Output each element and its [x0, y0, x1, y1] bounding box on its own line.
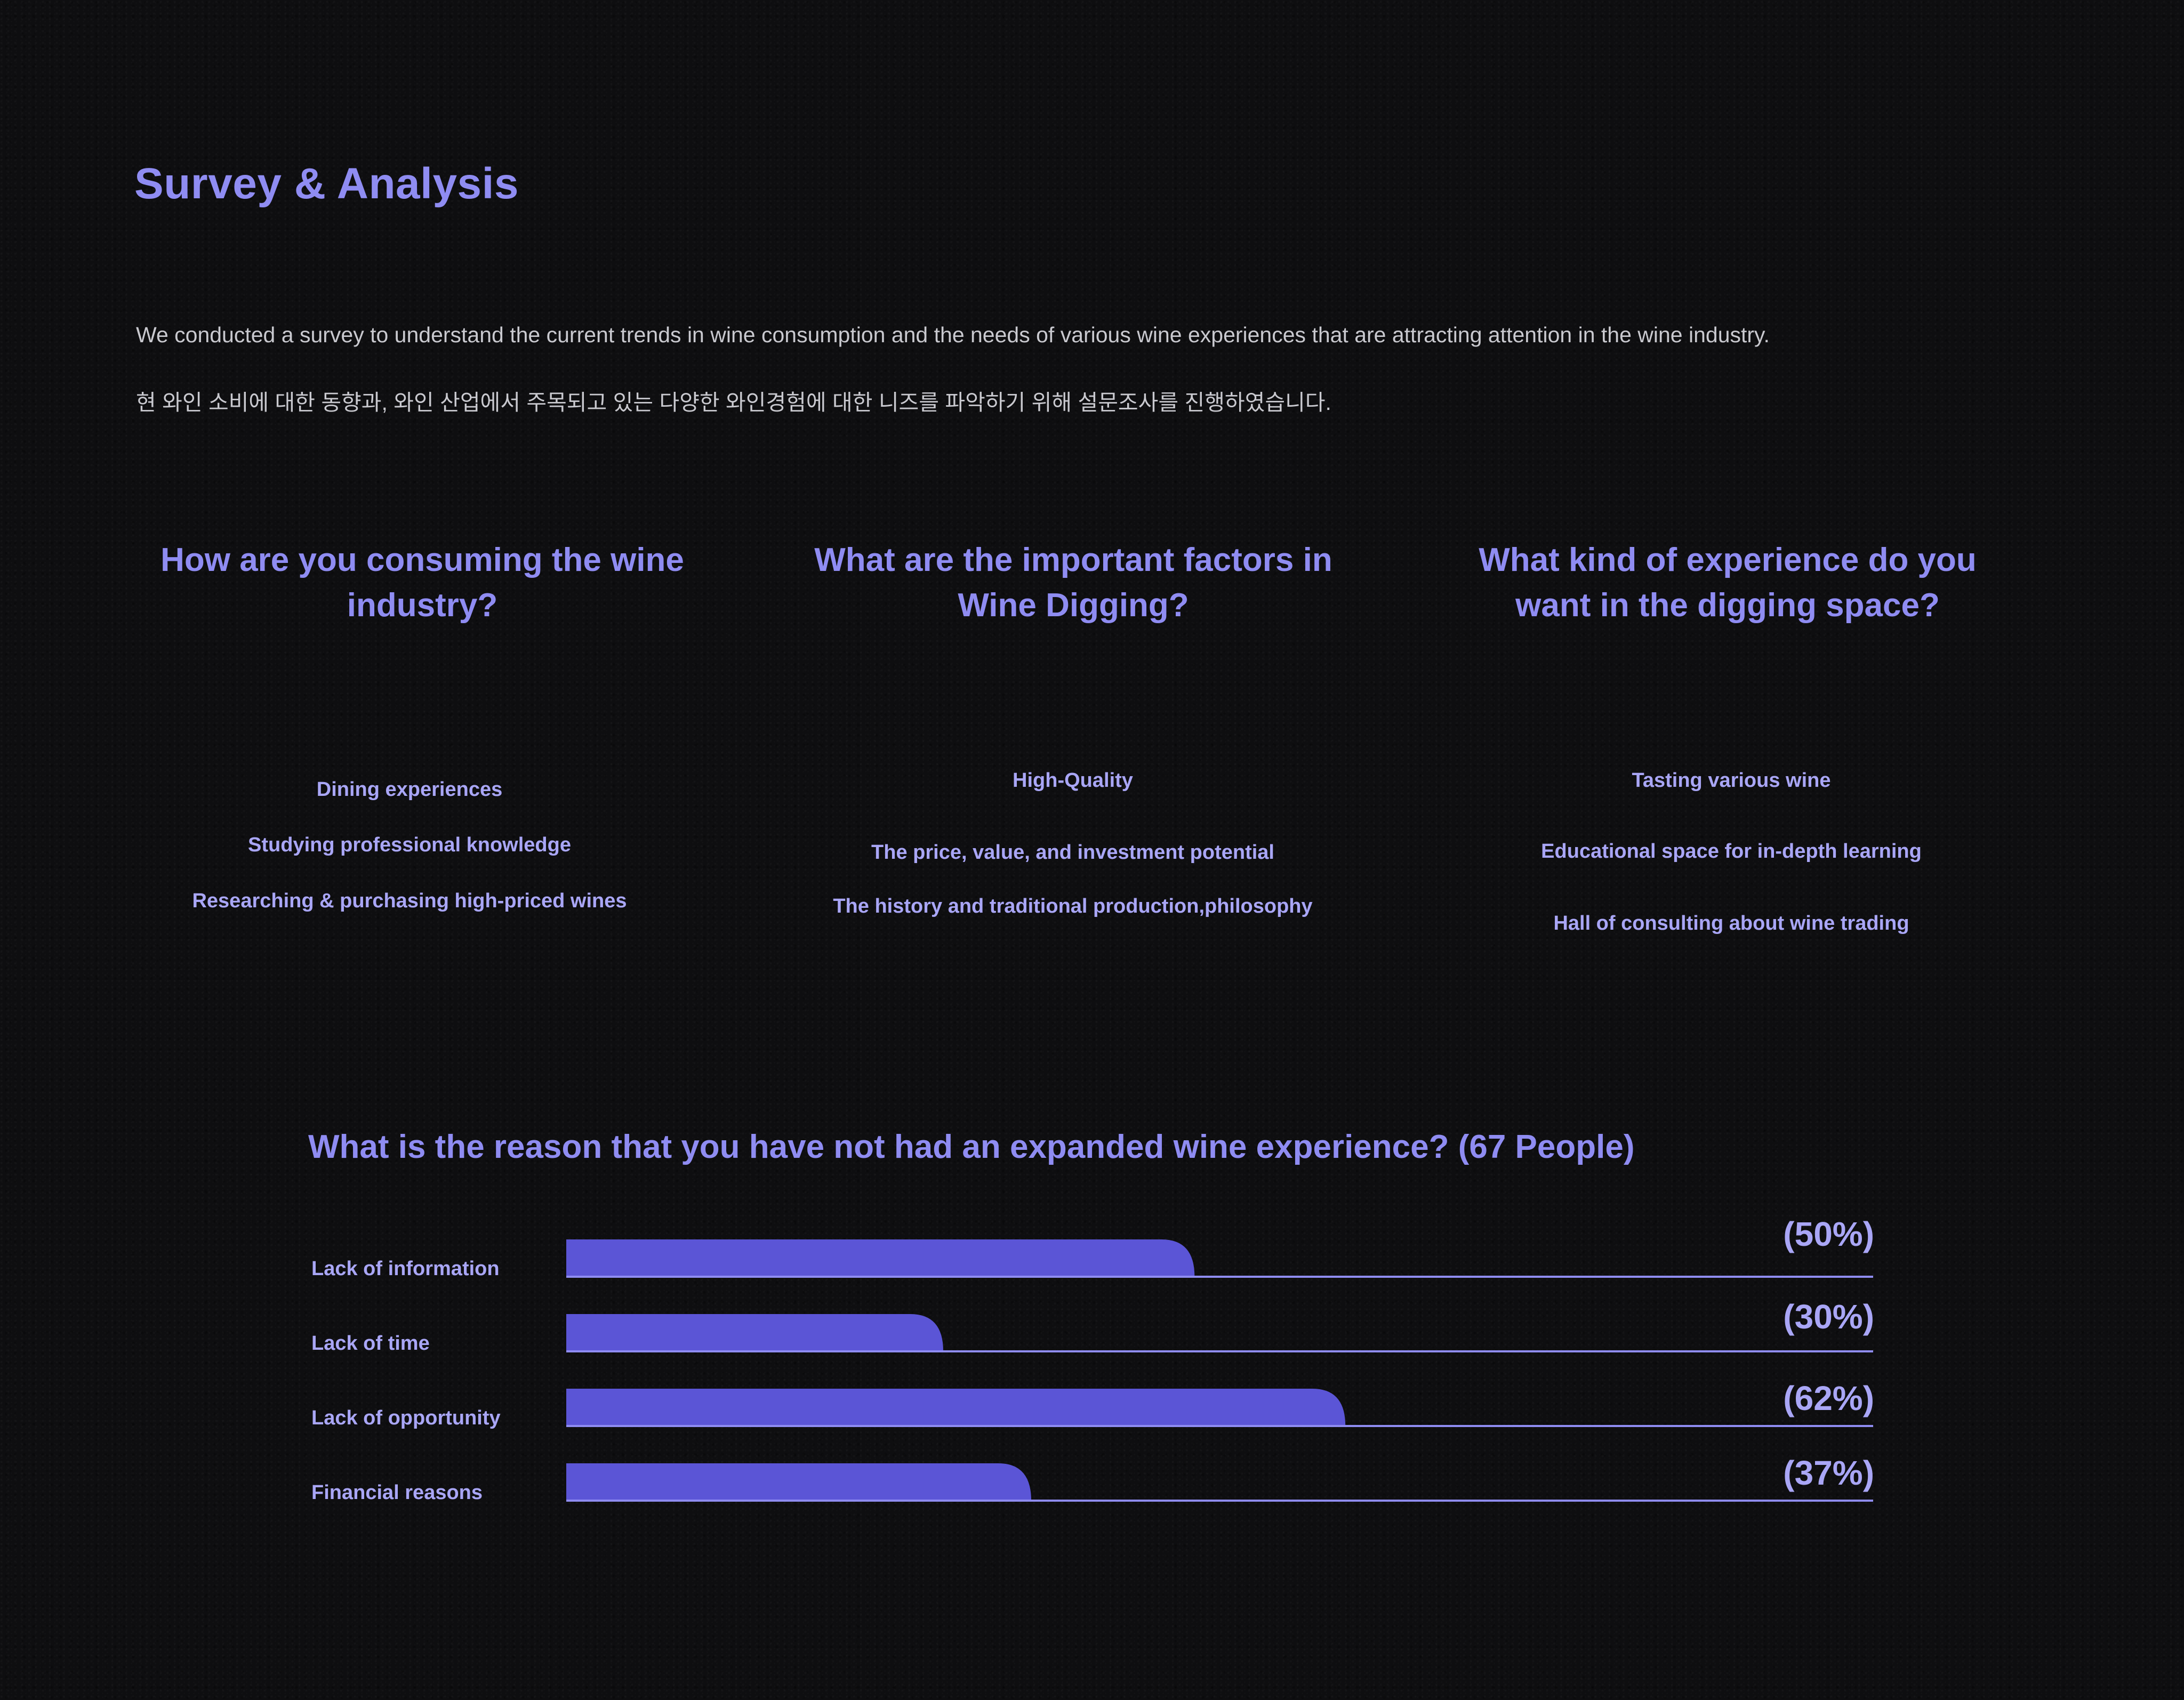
- question-3-answer-3: Hall of consulting about wine trading: [1553, 912, 1909, 934]
- chart-title: What is the reason that you have not had…: [308, 1129, 1635, 1165]
- bar-3: [566, 1389, 1346, 1426]
- question-2-answer-1: High-Quality: [1013, 769, 1133, 792]
- bar-value-label-2: (30%): [1783, 1298, 1874, 1336]
- question-1-answer-1: Dining experiences: [316, 778, 503, 801]
- question-2-answer-2: The price, value, and investment potenti…: [871, 841, 1274, 864]
- question-1-title: How are you consuming the wine industry?: [160, 542, 684, 624]
- question-2-title: What are the important factors in Wine D…: [814, 542, 1332, 624]
- question-3-answer-1: Tasting various wine: [1632, 769, 1831, 792]
- bar-value-label-3: (62%): [1783, 1379, 1874, 1417]
- bar-4: [566, 1463, 1031, 1501]
- question-1-answer-3: Researching & purchasing high-priced win…: [192, 890, 627, 912]
- bar-value-label-1: (50%): [1783, 1215, 1874, 1253]
- question-1-answer-2: Studying professional knowledge: [248, 834, 571, 856]
- intro-english: We conducted a survey to understand the …: [136, 323, 1770, 347]
- question-2-answer-3: The history and traditional production,p…: [833, 895, 1313, 917]
- question-3-answer-2: Educational space for in-depth learning: [1541, 840, 1922, 863]
- bar-label-4: Financial reasons: [311, 1481, 483, 1504]
- question-3-title: What kind of experience do you want in t…: [1479, 542, 1977, 624]
- bar-label-2: Lack of time: [311, 1332, 430, 1355]
- bar-label-1: Lack of information: [311, 1258, 500, 1280]
- bar-value-label-4: (37%): [1783, 1454, 1874, 1492]
- bar-label-3: Lack of opportunity: [311, 1407, 501, 1429]
- intro-korean: 현 와인 소비에 대한 동향과, 와인 산업에서 주목되고 있는 다양한 와인경…: [136, 390, 1331, 415]
- bar-2: [566, 1314, 944, 1351]
- page-title: Survey & Analysis: [134, 159, 519, 208]
- bar-1: [566, 1239, 1195, 1277]
